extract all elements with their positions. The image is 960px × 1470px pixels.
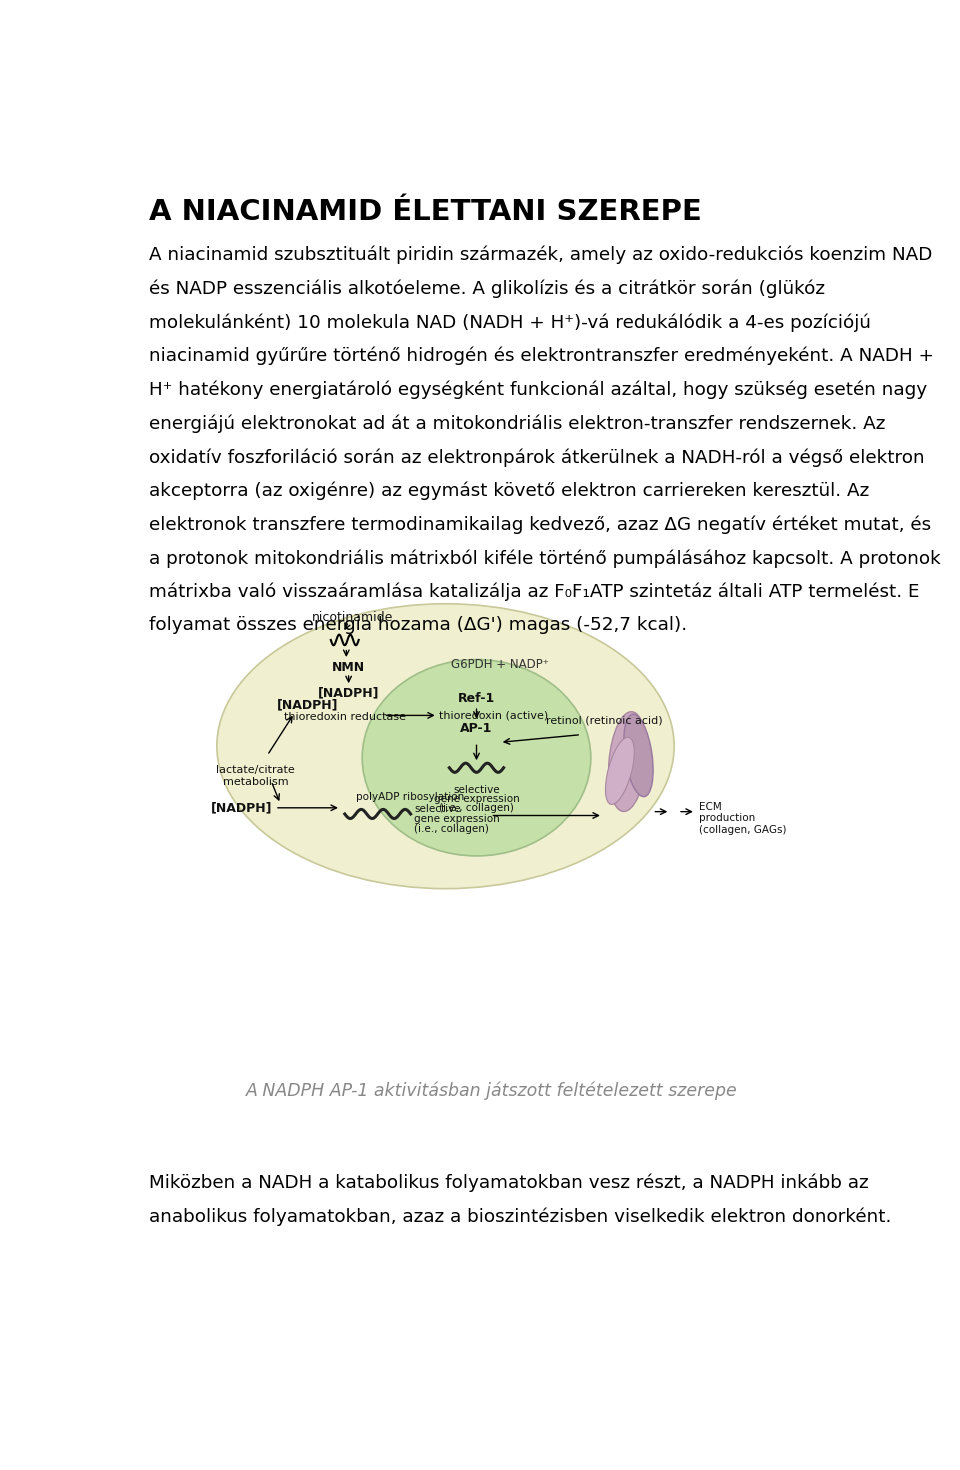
Text: [NADPH]: [NADPH]: [211, 801, 273, 814]
Text: nicotinamide: nicotinamide: [312, 612, 394, 625]
Text: AP-1: AP-1: [460, 722, 492, 735]
Text: A NADPH AP-1 aktivitásban játszott feltételezett szerepe: A NADPH AP-1 aktivitásban játszott felté…: [246, 1080, 738, 1100]
Text: Ref-1: Ref-1: [458, 692, 495, 706]
Text: (i.e., collagen): (i.e., collagen): [415, 825, 490, 833]
Text: [NADPH]: [NADPH]: [318, 686, 379, 700]
Text: thioredoxin reductase: thioredoxin reductase: [284, 711, 406, 722]
Text: lactate/citrate
metabolism: lactate/citrate metabolism: [216, 766, 295, 786]
Text: thioredoxin (active): thioredoxin (active): [440, 710, 548, 720]
Ellipse shape: [606, 738, 635, 804]
Ellipse shape: [609, 711, 647, 811]
Text: ECM
production
(collagen, GAGs): ECM production (collagen, GAGs): [699, 801, 786, 835]
Ellipse shape: [624, 714, 653, 797]
Text: A niacinamid szubsztituált piridin származék, amely az oxido-redukciós koenzim N: A niacinamid szubsztituált piridin szárm…: [150, 245, 941, 634]
Text: [NADPH]: [NADPH]: [276, 698, 338, 711]
Text: polyADP ribosylation: polyADP ribosylation: [356, 792, 465, 803]
Text: gene expression: gene expression: [434, 794, 519, 804]
Text: NMN: NMN: [332, 660, 365, 673]
Text: selective: selective: [415, 804, 461, 814]
Ellipse shape: [362, 660, 590, 856]
Text: (i.e., collagen): (i.e., collagen): [439, 803, 514, 813]
Text: retinol (retinoic acid): retinol (retinoic acid): [546, 716, 662, 725]
Ellipse shape: [217, 604, 674, 889]
Text: Miközben a NADH a katabolikus folyamatokban vesz részt, a NADPH inkább az
anabol: Miközben a NADH a katabolikus folyamatok…: [150, 1173, 892, 1226]
Text: A NIACINAMID ÉLETTANI SZEREPE: A NIACINAMID ÉLETTANI SZEREPE: [150, 198, 703, 226]
Text: G6PDH + NADP⁺: G6PDH + NADP⁺: [451, 657, 549, 670]
Text: gene expression: gene expression: [415, 814, 500, 825]
Text: selective: selective: [453, 785, 500, 795]
